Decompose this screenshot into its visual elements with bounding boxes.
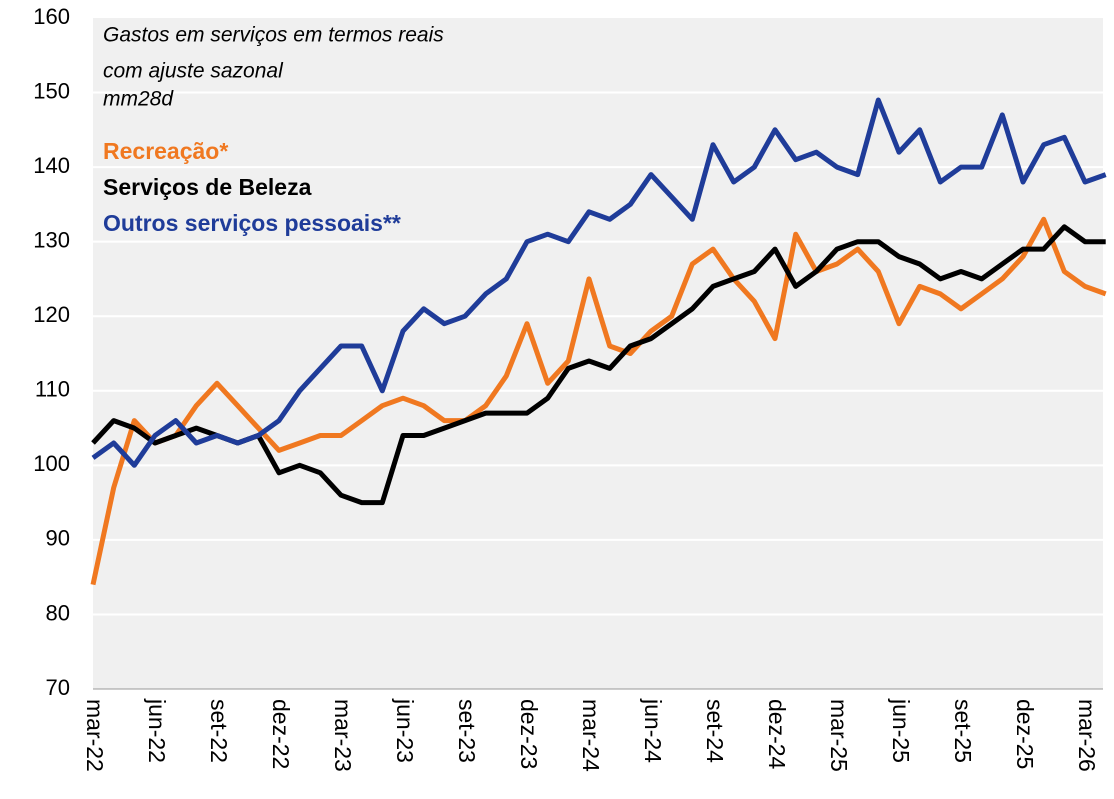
x-tick-label: jun-22 [144, 698, 170, 763]
y-tick-label: 150 [33, 78, 70, 103]
y-tick-label: 100 [33, 451, 70, 476]
x-tick-label: mar-24 [578, 699, 604, 772]
x-tick-label: jun-25 [888, 698, 914, 763]
x-tick-label: dez-22 [268, 699, 294, 769]
y-tick-label: 90 [46, 526, 70, 551]
legend-entry: Recreação* [103, 138, 228, 164]
subtitle: com ajuste sazonal [103, 60, 284, 83]
y-tick-label: 160 [33, 4, 70, 29]
subtitle: mm28d [103, 88, 174, 111]
x-tick-label: jun-24 [640, 698, 666, 763]
y-tick-label: 80 [46, 600, 70, 625]
y-tick-label: 110 [35, 377, 70, 402]
x-tick-label: jun-23 [392, 698, 418, 763]
x-tick-label: dez-23 [516, 699, 542, 769]
x-tick-label: mar-25 [826, 699, 852, 772]
plot-area [93, 18, 1103, 689]
y-tick-label: 140 [33, 153, 70, 178]
x-tick-label: set-22 [206, 699, 232, 763]
chart-title: Gastos em serviços em termos reais [103, 24, 444, 47]
x-tick-label: dez-24 [764, 699, 790, 770]
x-tick-label: set-24 [702, 699, 728, 763]
legend-entry: Outros serviços pessoais** [103, 210, 401, 236]
y-tick-label: 130 [33, 227, 70, 252]
x-tick-label: mar-23 [330, 699, 356, 772]
lines [90, 97, 1107, 586]
series-line [91, 97, 1107, 468]
x-tick-label: dez-25 [1012, 699, 1038, 769]
x-tick-label: set-23 [454, 699, 480, 763]
legend-entry: Serviços de Beleza [103, 174, 312, 200]
series-line [91, 224, 1106, 506]
y-tick-label: 120 [33, 302, 70, 327]
y-tick-label: 70 [46, 675, 70, 700]
x-tick-label: mar-22 [82, 699, 108, 772]
x-tick-label: mar-26 [1074, 699, 1100, 772]
x-tick-label: set-25 [950, 699, 976, 763]
